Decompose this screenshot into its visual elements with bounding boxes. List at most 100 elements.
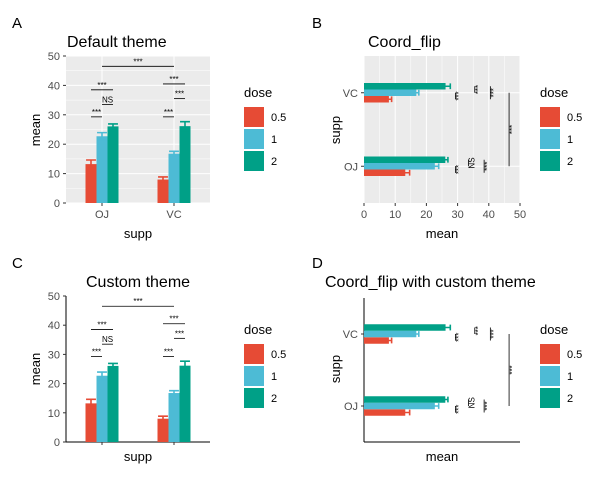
legend-label: 2 <box>271 156 277 168</box>
legend-label: 0.5 <box>567 112 582 124</box>
legend-label: 2 <box>567 156 573 168</box>
a-sig-label: *** <box>175 90 184 99</box>
a-bar <box>85 164 97 203</box>
b-bar <box>364 169 406 176</box>
c-sig-label: *** <box>92 347 101 356</box>
a-bar <box>168 153 180 203</box>
chart-a-xlabel: supp <box>124 226 152 241</box>
chart-a-ylabel: mean <box>28 114 43 147</box>
legend-label: 2 <box>567 393 573 405</box>
b-y-tick-label: OJ <box>344 161 358 173</box>
d-sig-label: *** <box>454 405 463 414</box>
c-bar <box>85 403 97 442</box>
d-bar <box>364 337 389 344</box>
a-y-tick-label: 20 <box>48 139 60 151</box>
a-y-tick-label: 30 <box>48 110 60 122</box>
c-sig-label: *** <box>175 329 184 338</box>
legend-title: dose <box>244 322 272 337</box>
d-bar <box>364 324 446 331</box>
legend-swatch <box>540 388 560 408</box>
b-x-tick-label: 0 <box>361 209 367 221</box>
chart-c-ylabel: mean <box>28 353 43 386</box>
d-bar <box>364 402 435 410</box>
b-x-tick-label: 50 <box>514 209 526 221</box>
b-bar <box>364 89 417 96</box>
legend-swatch <box>244 129 264 149</box>
d-error-bar <box>440 324 452 331</box>
a-y-tick-label: 50 <box>48 51 60 63</box>
b-error-bar <box>400 169 411 176</box>
c-bar <box>107 365 119 442</box>
legend-swatch <box>244 388 264 408</box>
c-bar <box>179 365 191 442</box>
legend-label: 1 <box>271 134 277 146</box>
d-error-bar <box>441 396 449 403</box>
c-sig-label: *** <box>133 297 142 306</box>
legend-label: 0.5 <box>567 349 582 361</box>
d-sig-label: *** <box>508 365 517 374</box>
b-sig-label: *** <box>454 91 463 100</box>
b-bar <box>364 156 446 163</box>
chart-b-title: Coord_flip <box>368 34 441 51</box>
b-x-tick-label: 10 <box>389 209 401 221</box>
b-y-tick-label: VC <box>343 88 358 100</box>
a-sig-label: *** <box>133 57 142 66</box>
c-y-tick-label: 30 <box>48 349 60 361</box>
legend-label: 0.5 <box>271 112 286 124</box>
legend-label: 1 <box>271 371 277 383</box>
a-sig-label: *** <box>164 108 173 117</box>
b-error-bar <box>413 89 420 96</box>
c-sig-label: *** <box>169 315 178 324</box>
c-error-bar <box>86 398 96 409</box>
d-bar <box>364 396 446 403</box>
b-x-tick-label: 20 <box>420 209 432 221</box>
c-error-bar <box>108 362 118 370</box>
a-y-tick-label: 0 <box>54 198 60 210</box>
a-sig-label: *** <box>92 108 101 117</box>
legend-title: dose <box>244 85 272 100</box>
d-bar <box>364 330 417 338</box>
a-bar <box>179 126 191 203</box>
b-x-tick-label: 40 <box>483 209 495 221</box>
a-sig-label: NS <box>102 96 113 105</box>
panel-label-c: C <box>12 255 23 272</box>
b-error-bar <box>385 96 393 103</box>
b-sig-label: NS <box>468 157 477 168</box>
c-y-tick-label: 20 <box>48 379 60 391</box>
d-sig-label: NS <box>468 397 477 408</box>
legend-swatch <box>244 151 264 171</box>
d-sig-label: *** <box>489 329 498 338</box>
a-sig-label: *** <box>169 75 178 84</box>
chart-d-title: Coord_flip with custom theme <box>325 274 536 291</box>
b-bar <box>364 96 389 103</box>
legend-swatch <box>540 344 560 364</box>
b-sig-label: *** <box>474 85 483 94</box>
legend-label: 2 <box>271 393 277 405</box>
b-bar <box>364 163 435 170</box>
c-error-bar <box>180 360 190 371</box>
d-sig-label: *** <box>454 333 463 342</box>
panel-label-a: A <box>12 15 22 32</box>
d-y-tick-label: OJ <box>344 401 358 413</box>
legend-title: dose <box>540 85 568 100</box>
legend-swatch <box>244 107 264 127</box>
legend-swatch <box>540 151 560 171</box>
d-bar <box>364 409 406 416</box>
a-error-bar <box>108 123 118 130</box>
a-x-tick-label: VC <box>166 209 181 221</box>
chart-d-ylabel: supp <box>328 355 343 383</box>
chart-b: Coord_flip 0 10 20 30 40 50 OJ VC *** NS *** *** **… <box>328 34 526 241</box>
c-bar <box>96 375 108 442</box>
c-sig-label: *** <box>97 321 106 330</box>
a-sig-label: *** <box>97 81 106 90</box>
a-bar <box>157 179 169 203</box>
legend-label: 1 <box>567 371 573 383</box>
d-y-tick-label: VC <box>343 329 358 341</box>
c-error-bar <box>158 415 168 423</box>
a-error-bar <box>169 150 179 157</box>
b-error-bar <box>430 163 440 170</box>
a-bar <box>96 136 108 203</box>
c-sig-label: *** <box>164 347 173 356</box>
